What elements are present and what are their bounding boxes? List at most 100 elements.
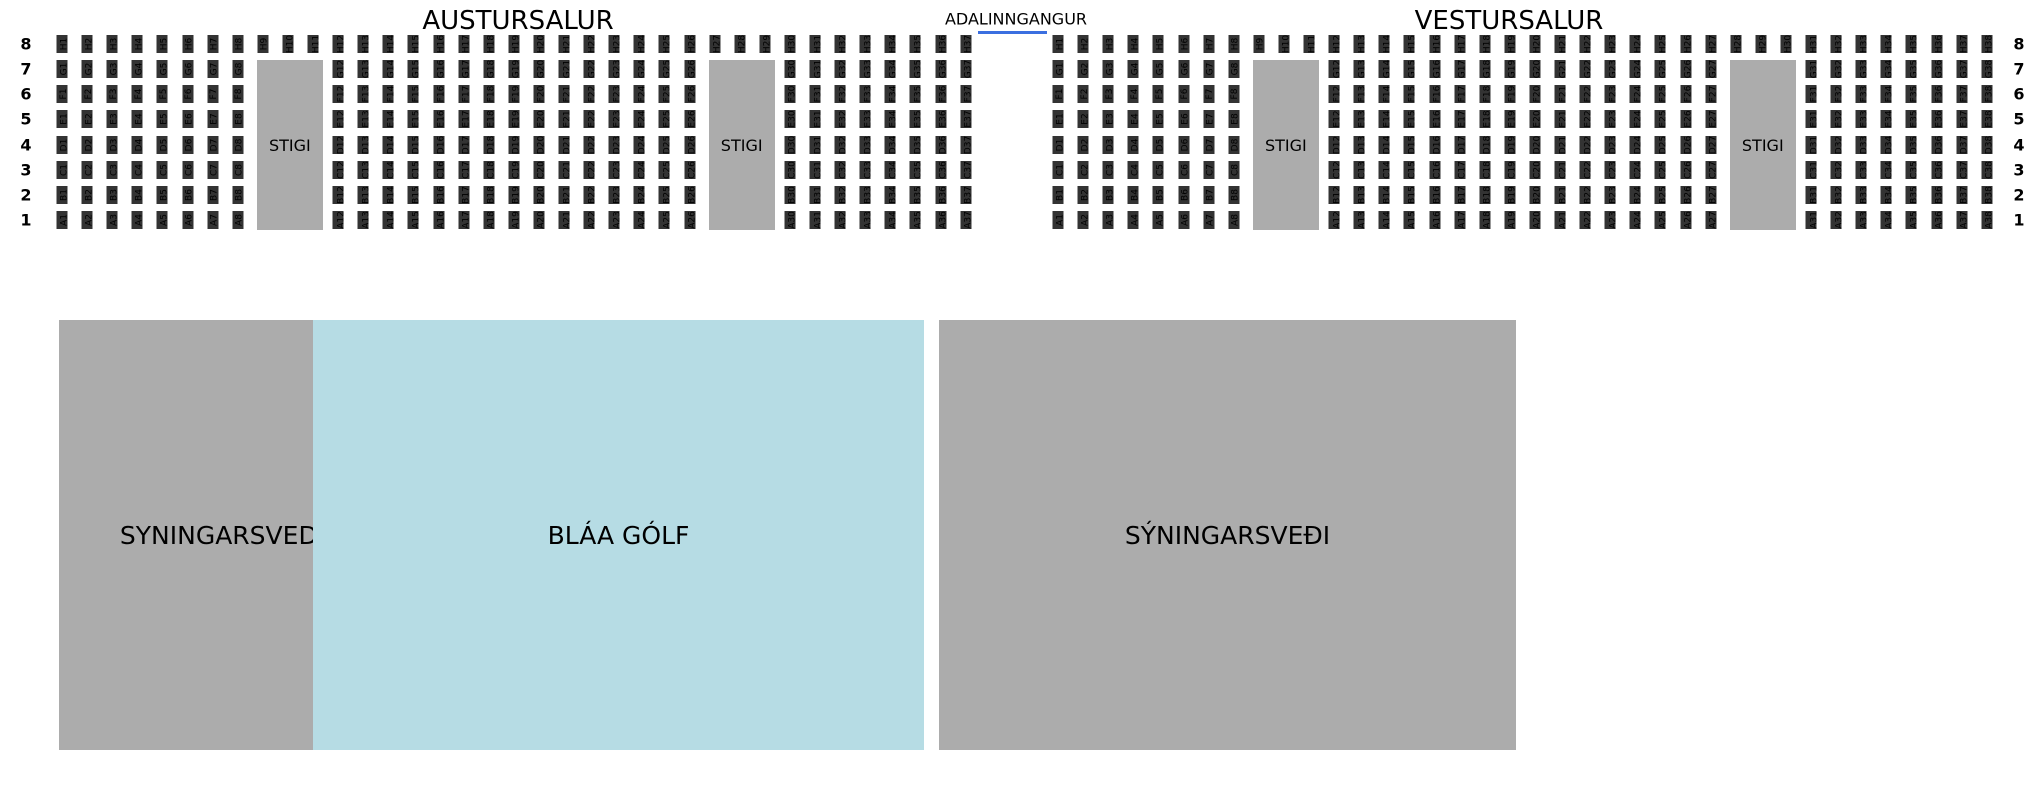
seat[interactable]: B25 [658, 185, 672, 204]
seat[interactable]: E18 [1479, 110, 1493, 129]
seat[interactable]: B34 [1880, 185, 1894, 204]
seat[interactable]: G14 [1378, 60, 1392, 78]
seat[interactable]: C16 [433, 160, 447, 179]
seat[interactable]: A25 [1654, 211, 1668, 230]
seat[interactable]: E19 [1504, 110, 1518, 129]
seat[interactable]: C14 [382, 160, 396, 179]
seat[interactable]: H34 [1880, 35, 1894, 53]
seat[interactable]: G2 [1077, 60, 1090, 79]
seat[interactable]: D1 [1052, 135, 1065, 154]
seat[interactable]: D20 [1529, 135, 1543, 154]
seat[interactable]: H29 [759, 35, 773, 53]
seat[interactable]: G4 [1127, 60, 1140, 79]
seat[interactable]: E5 [1152, 110, 1165, 129]
seat[interactable]: B32 [834, 185, 848, 204]
seat[interactable]: E4 [1127, 110, 1140, 129]
seat[interactable]: D19 [508, 135, 522, 154]
seat[interactable]: A6 [182, 211, 194, 230]
seat[interactable]: G21 [558, 60, 572, 78]
seat[interactable]: G15 [1403, 60, 1418, 78]
seat[interactable]: A1 [56, 211, 69, 230]
seat[interactable]: H17 [458, 35, 472, 53]
seat[interactable]: A13 [357, 211, 371, 230]
seat[interactable]: A26 [1680, 211, 1694, 230]
seat[interactable]: F30 [784, 85, 798, 104]
seat[interactable]: F4 [1127, 85, 1140, 104]
seat[interactable]: E1 [1052, 110, 1065, 129]
seat[interactable]: H33 [1855, 35, 1869, 53]
seat[interactable]: B31 [1805, 185, 1819, 204]
seat[interactable]: F8 [1228, 85, 1240, 104]
seat[interactable]: C25 [1654, 160, 1668, 179]
seat[interactable]: A8 [1228, 211, 1241, 230]
seat[interactable]: B8 [232, 185, 245, 204]
seat[interactable]: H6 [1178, 35, 1191, 53]
seat[interactable]: F2 [81, 85, 94, 104]
seat[interactable]: B19 [508, 185, 522, 204]
seat[interactable]: H31 [809, 35, 823, 53]
seat[interactable]: H20 [533, 35, 547, 53]
seat[interactable]: C20 [1529, 160, 1543, 179]
seat[interactable]: B21 [1554, 185, 1568, 204]
seat[interactable]: D5 [1152, 135, 1165, 154]
seat[interactable]: C15 [407, 160, 421, 179]
seat[interactable]: C6 [182, 160, 194, 179]
seat[interactable]: B5 [1152, 185, 1165, 204]
seat[interactable]: H11 [307, 35, 321, 53]
seat[interactable]: A21 [558, 211, 572, 230]
seat[interactable]: C4 [131, 160, 144, 179]
seat[interactable]: A22 [1579, 211, 1593, 230]
seat[interactable]: C33 [1855, 160, 1869, 179]
seat[interactable]: G24 [1629, 60, 1643, 78]
seat[interactable]: C8 [1228, 160, 1241, 179]
seat[interactable]: B24 [1629, 185, 1643, 204]
seat[interactable]: E6 [1178, 110, 1190, 129]
seat[interactable]: H26 [1680, 35, 1694, 53]
seat[interactable]: A21 [1554, 211, 1568, 230]
seat[interactable]: C6 [1178, 160, 1190, 179]
seat[interactable]: A6 [1178, 211, 1190, 230]
seat[interactable]: E12 [332, 110, 346, 129]
seat[interactable]: H5 [156, 35, 169, 53]
seat[interactable]: E24 [1629, 110, 1643, 129]
seat[interactable]: D19 [1504, 135, 1518, 154]
seat[interactable]: F7 [207, 85, 219, 104]
seat[interactable]: H21 [558, 35, 572, 53]
seat[interactable]: E33 [859, 110, 873, 129]
seat[interactable]: H6 [182, 35, 195, 53]
seat[interactable]: E19 [508, 110, 522, 129]
seat[interactable]: B13 [357, 185, 371, 204]
seat[interactable]: E38 [1981, 110, 1995, 129]
seat[interactable]: A23 [1604, 211, 1618, 230]
seat[interactable]: C25 [658, 160, 672, 179]
seat[interactable]: G5 [1152, 60, 1165, 79]
seat[interactable]: D37 [960, 135, 974, 154]
seat[interactable]: H13 [1353, 35, 1367, 53]
seat[interactable]: G16 [433, 60, 447, 78]
seat[interactable]: G19 [508, 60, 522, 78]
seat[interactable]: H4 [131, 35, 144, 53]
seat[interactable]: A4 [131, 211, 144, 230]
seat[interactable]: C26 [1680, 160, 1694, 179]
seat[interactable]: G13 [1353, 60, 1367, 78]
seat[interactable]: E24 [633, 110, 647, 129]
seat[interactable]: G36 [935, 60, 949, 78]
seat[interactable]: D7 [1203, 135, 1216, 154]
seat[interactable]: D5 [156, 135, 169, 154]
seat[interactable]: C37 [960, 160, 974, 179]
seat[interactable]: A24 [1629, 211, 1643, 230]
seat[interactable]: A35 [1905, 211, 1919, 230]
seat[interactable]: D32 [834, 135, 848, 154]
seat[interactable]: E35 [909, 110, 923, 129]
seat[interactable]: C34 [884, 160, 898, 179]
seat[interactable]: F8 [232, 85, 244, 104]
seat[interactable]: H24 [1629, 35, 1643, 53]
seat[interactable]: B21 [558, 185, 572, 204]
seat[interactable]: F20 [533, 85, 547, 104]
seat[interactable]: G1 [1052, 60, 1065, 79]
seat[interactable]: E27 [1705, 110, 1719, 129]
seat[interactable]: A35 [909, 211, 923, 230]
seat[interactable]: C35 [1905, 160, 1919, 179]
seat[interactable]: A27 [1705, 211, 1719, 230]
seat[interactable]: D17 [1454, 135, 1468, 154]
